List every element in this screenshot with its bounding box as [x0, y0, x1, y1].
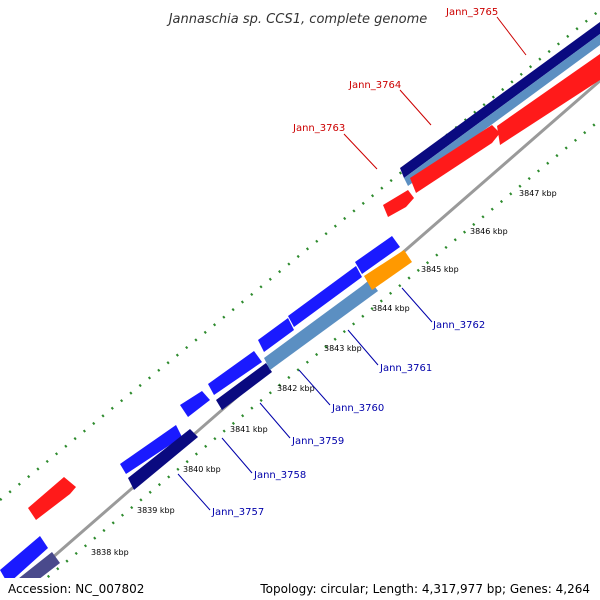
gene-arrow-bottom-blue	[0, 536, 48, 584]
gene-arrow-jann-3762	[364, 250, 412, 290]
gene-arrow-jann-3765-navy	[400, 22, 600, 178]
leader-jann-3758	[221, 437, 253, 474]
gene-arrow-blue-1	[120, 425, 182, 474]
label-jann-3761: Jann_3761	[379, 363, 432, 374]
genome-summary-text: Topology: circular; Length: 4,317,977 bp…	[260, 582, 590, 596]
gene-arrow-blue-2	[180, 391, 210, 417]
gene-arrow-blue-6	[355, 236, 400, 274]
gene-arrow-blue-4	[258, 318, 294, 352]
label-jann-3758: Jann_3758	[253, 470, 306, 481]
outer-tick-track	[0, 9, 600, 501]
label-jann-3760: Jann_3760	[331, 403, 384, 414]
label-jann-3764: Jann_3764	[348, 80, 401, 91]
label-jann-3763: Jann_3763	[292, 123, 345, 134]
gene-arrow-blue-5	[288, 266, 362, 327]
label-jann-3759: Jann_3759	[291, 436, 344, 447]
tick-label-3842: 3842 kbp	[277, 384, 315, 393]
tick-label-3845: 3845 kbp	[421, 265, 459, 274]
leader-jann-3765	[496, 16, 527, 56]
label-jann-3762: Jann_3762	[432, 320, 485, 331]
leader-jann-3763	[343, 133, 378, 170]
gene-arrow-jann-3761	[264, 280, 378, 370]
map-title: Jannaschia sp. CCS1, complete genome	[166, 12, 428, 27]
gene-arrow-jann-3757	[128, 429, 198, 490]
tick-label-3844: 3844 kbp	[372, 304, 410, 313]
gene-arrow-jann-3759	[216, 363, 272, 410]
label-jann-3757: Jann_3757	[211, 507, 264, 518]
leader-jann-3760	[298, 369, 331, 406]
footer-bar: Accession: NC_007802 Topology: circular;…	[0, 578, 600, 600]
accession-text: Accession: NC_007802	[8, 582, 145, 596]
leader-jann-3757	[177, 473, 211, 511]
tick-label-3841: 3841 kbp	[230, 425, 268, 434]
tick-label-3839: 3839 kbp	[137, 506, 175, 515]
gene-arrow-jann-3763	[383, 190, 414, 217]
leader-jann-3764	[399, 89, 432, 126]
tick-label-3843: 3843 kbp	[324, 344, 362, 353]
gene-arrow-left-red	[28, 477, 76, 520]
gene-arrow-jann-3765-red	[497, 54, 600, 145]
gene-arrow-blue-3	[208, 351, 262, 395]
tick-label-3846: 3846 kbp	[470, 227, 508, 236]
inner-tick-track	[19, 119, 600, 600]
leader-jann-3759	[259, 402, 291, 439]
leader-jann-3761	[347, 329, 379, 366]
gene-arrow-jann-3764	[410, 125, 500, 193]
label-jann-3765: Jann_3765	[445, 7, 498, 18]
leader-jann-3762	[401, 287, 433, 323]
tick-label-3840: 3840 kbp	[183, 465, 221, 474]
tick-label-3847: 3847 kbp	[519, 189, 557, 198]
gene-arrow-jann-3765-steel	[404, 34, 600, 186]
tick-label-3838: 3838 kbp	[91, 548, 129, 557]
